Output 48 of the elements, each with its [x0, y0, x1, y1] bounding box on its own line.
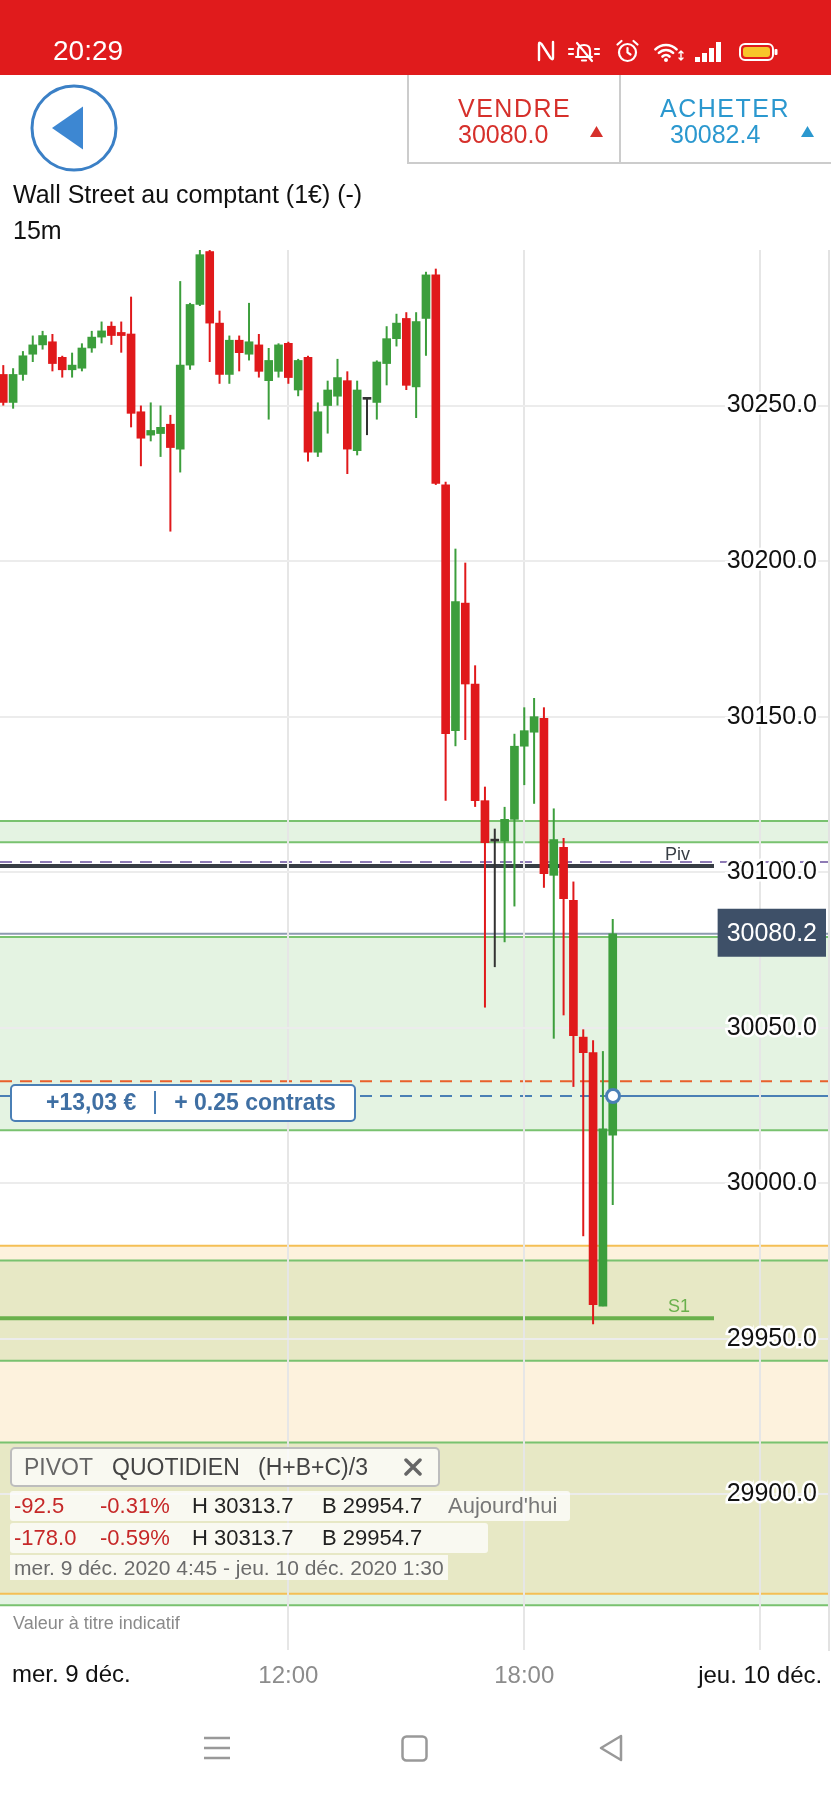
- ref-line-label: S1: [667, 1296, 690, 1317]
- annotation: B 29954.7: [322, 1525, 423, 1550]
- y-tick-label: 30200.0: [726, 545, 817, 573]
- candlestick: [87, 329, 97, 354]
- annotation: Aujourd'hui: [448, 1493, 558, 1518]
- chart-title: Wall Street au comptant (1€) (-): [13, 180, 363, 208]
- annotation: -92.5: [14, 1493, 65, 1518]
- text: 30082.4: [670, 120, 761, 148]
- y-tick-label: 30080.2: [726, 917, 817, 946]
- candlestick: [28, 334, 38, 363]
- annotation: -0.31%: [100, 1493, 170, 1518]
- annotation: H 30313.7: [192, 1493, 294, 1518]
- candlestick: [18, 350, 28, 382]
- annotation: H 30313.7: [192, 1525, 294, 1550]
- annotation: (H+B+C)/3: [258, 1454, 368, 1480]
- candlestick: [234, 334, 244, 373]
- y-tick-label: 30100.0: [726, 856, 817, 885]
- annotation: + 0.25 contrats: [154, 1089, 354, 1116]
- text: VENDRE: [458, 94, 572, 122]
- x-tick-label: jeu. 10 déc.: [697, 1661, 823, 1689]
- ref-line-label: Piv: [664, 844, 690, 864]
- text: mer. 9 déc.: [0, 1660, 143, 1687]
- y-tick-label: 30150.0: [726, 700, 817, 729]
- candlestick: [38, 329, 47, 351]
- x-tick-label: 18:00: [494, 1661, 555, 1689]
- annotation: -178.0: [14, 1525, 77, 1550]
- annotation: -0.59%: [100, 1525, 170, 1550]
- annotation: QUOTIDIEN: [112, 1454, 240, 1480]
- text: 20:29: [53, 35, 124, 66]
- annotation: mer. 9 déc. 2020 4:45 - jeu. 10 déc. 2020 1:30: [10, 1555, 448, 1580]
- y-tick-label: 30000.0: [726, 1167, 817, 1196]
- x-tick-label: 12:00: [258, 1661, 319, 1689]
- text: ACHETER: [660, 94, 790, 122]
- candlestick: [97, 320, 106, 345]
- annotation: Valeur à titre indicatif: [13, 1613, 180, 1633]
- candlestick: [362, 396, 372, 437]
- ref-line-label: +13,03 €: [45, 1089, 138, 1116]
- y-tick-label: 30050.0: [726, 1011, 817, 1040]
- text: 30080.0: [458, 120, 549, 148]
- annotation: B 29954.7: [322, 1493, 423, 1518]
- y-tick-label: 29950.0: [726, 1322, 817, 1351]
- annotation: PIVOT: [24, 1454, 94, 1480]
- y-tick-label: 30250.0: [726, 389, 817, 418]
- candlestick: [166, 413, 175, 533]
- candlestick: [77, 342, 87, 373]
- candlestick: [244, 301, 254, 362]
- y-tick-label: 29900.0: [726, 1478, 817, 1507]
- chart-subtitle: 15m: [13, 216, 62, 244]
